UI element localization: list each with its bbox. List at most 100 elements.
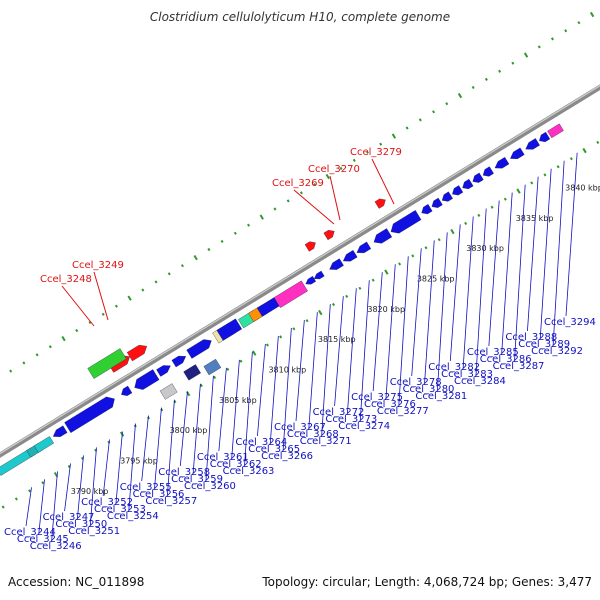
highlight-gene-label[interactable]: Ccel_3269 [272, 178, 324, 189]
gene-block[interactable] [460, 178, 474, 191]
gene-label[interactable]: Ccel_3256 [133, 489, 185, 500]
gene-label[interactable]: Ccel_3254 [107, 511, 159, 522]
gene-label[interactable]: Ccel_3260 [184, 481, 236, 492]
gene-label[interactable]: Ccel_3278 [390, 377, 442, 388]
gene-block[interactable] [87, 348, 127, 379]
gene-label[interactable]: Ccel_3253 [94, 504, 146, 515]
accession-text: Accession: NC_011898 [8, 575, 145, 589]
gene-label[interactable]: Ccel_3282 [428, 362, 480, 373]
gene-label[interactable]: Ccel_3277 [377, 406, 429, 417]
gene-label[interactable]: Ccel_3272 [313, 407, 365, 418]
gene-block[interactable] [355, 241, 372, 256]
gene-block[interactable] [547, 123, 564, 139]
gene-label[interactable]: Ccel_3273 [325, 414, 377, 425]
gene-label[interactable]: Ccel_3251 [68, 526, 120, 537]
gene-label[interactable]: Ccel_3261 [197, 452, 249, 463]
gene-block[interactable] [493, 157, 510, 171]
gene-block[interactable] [171, 353, 188, 368]
gene-block[interactable] [273, 280, 308, 308]
track-tick [457, 92, 463, 99]
gene-label[interactable]: Ccel_3276 [364, 399, 416, 410]
gene-label[interactable]: Ccel_3281 [415, 391, 467, 402]
label-leader [488, 200, 500, 347]
gene-label[interactable]: Ccel_3266 [261, 451, 313, 462]
track-tick [537, 45, 541, 49]
gene-block[interactable] [119, 385, 133, 398]
label-leader [141, 415, 149, 482]
gene-label[interactable]: Ccel_3255 [120, 482, 172, 493]
gene-label[interactable]: Ccel_3287 [493, 361, 545, 372]
gene-block[interactable] [388, 210, 422, 236]
highlight-gene-label[interactable]: Ccel_3270 [308, 164, 360, 175]
track-tick [530, 181, 534, 185]
gene-block[interactable] [374, 196, 388, 209]
gene-label[interactable]: Ccel_3275 [351, 392, 403, 403]
gene-label[interactable]: Ccel_3284 [454, 376, 506, 387]
track-tick [141, 288, 145, 292]
gene-block[interactable] [156, 362, 172, 377]
gene-label[interactable]: Ccel_3274 [338, 421, 390, 432]
gene-label[interactable]: Ccel_3265 [248, 444, 300, 455]
gene-label[interactable]: Ccel_3264 [235, 437, 287, 448]
gene-label[interactable]: Ccel_3259 [171, 474, 223, 485]
gene-block[interactable] [159, 383, 178, 400]
highlight-gene-label[interactable]: Ccel_3248 [40, 274, 92, 285]
gene-label[interactable]: Ccel_3247 [43, 512, 95, 523]
gene-block[interactable] [183, 364, 201, 381]
gene-block[interactable] [524, 138, 540, 152]
gene-label[interactable]: Ccel_3285 [467, 347, 519, 358]
gene-label[interactable]: Ccel_3292 [531, 346, 583, 357]
gene-label[interactable]: Ccel_3294 [544, 317, 596, 328]
gene-block[interactable] [341, 250, 358, 264]
gene-label[interactable]: Ccel_3262 [210, 459, 262, 470]
gene-block[interactable] [471, 172, 484, 185]
gene-block[interactable] [481, 166, 494, 179]
gene-block[interactable] [304, 239, 318, 252]
gene-label[interactable]: Ccel_3258 [158, 467, 210, 478]
gene-label[interactable]: Ccel_3283 [441, 369, 493, 380]
gene-label[interactable]: Ccel_3289 [518, 339, 570, 350]
gene-block[interactable] [34, 436, 54, 453]
gene-label[interactable]: Ccel_3246 [30, 541, 82, 552]
gene-block[interactable] [304, 276, 317, 286]
label-leader [501, 192, 513, 354]
gene-label[interactable]: Ccel_3257 [145, 496, 197, 507]
gene-block[interactable] [216, 318, 243, 341]
gene-label[interactable]: Ccel_3244 [4, 527, 56, 538]
gene-block[interactable] [508, 147, 525, 162]
gene-block[interactable] [420, 204, 433, 216]
gene-block[interactable] [126, 342, 149, 362]
gene-label[interactable]: Ccel_3263 [223, 466, 275, 477]
gene-label[interactable]: Ccel_3286 [480, 354, 532, 365]
gene-label[interactable]: Ccel_3245 [17, 534, 69, 545]
label-leader [411, 248, 422, 377]
gene-block[interactable] [450, 185, 464, 197]
gene-block[interactable] [203, 358, 222, 376]
highlight-gene-label[interactable]: Ccel_3279 [350, 147, 402, 158]
gene-label[interactable]: Ccel_3280 [403, 384, 455, 395]
gene-label[interactable]: Ccel_3288 [505, 332, 557, 343]
gene-block[interactable] [313, 270, 325, 281]
gene-block[interactable] [440, 191, 453, 204]
gene-block[interactable] [323, 228, 337, 241]
track-tick [450, 228, 455, 235]
gene-block[interactable] [430, 197, 443, 210]
gene-label[interactable]: Ccel_3250 [55, 519, 107, 530]
track-tick [556, 165, 560, 169]
gene-block[interactable] [51, 425, 68, 440]
gene-label[interactable]: Ccel_3252 [81, 497, 133, 508]
track-tick [247, 223, 251, 227]
track-tick [279, 335, 283, 339]
gene-label[interactable]: Ccel_3271 [300, 436, 352, 447]
gene-block[interactable] [327, 258, 344, 273]
highlight-gene-label[interactable]: Ccel_3249 [72, 260, 124, 271]
gene-block[interactable] [132, 369, 160, 392]
gene-block[interactable] [371, 228, 393, 247]
gene-label[interactable]: Ccel_3267 [274, 422, 326, 433]
label-leader [372, 272, 383, 392]
track-tick [503, 197, 507, 201]
gene-block[interactable] [186, 336, 214, 359]
gene-block[interactable] [537, 131, 551, 144]
gene-label[interactable]: Ccel_3268 [287, 429, 339, 440]
gene-block[interactable] [64, 394, 118, 433]
